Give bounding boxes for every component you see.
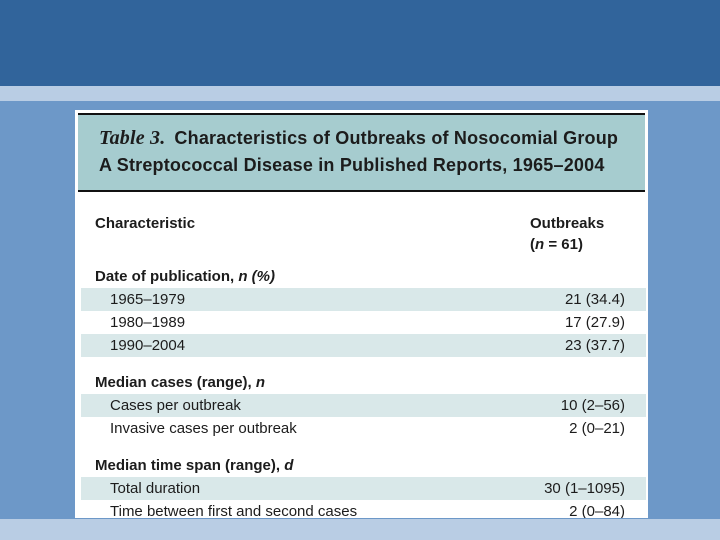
column-header-characteristic: Characteristic	[95, 215, 196, 232]
table-row: Invasive cases per outbreak 2 (0–21)	[81, 417, 646, 440]
row-label: 1980–1989	[110, 314, 186, 331]
row-label: Total duration	[110, 480, 201, 497]
table-title-line2: A Streptococcal Disease in Published Rep…	[99, 155, 605, 175]
section-header: Median time span (range), d	[95, 457, 294, 474]
row-label: Time between first and second cases	[110, 503, 358, 518]
table-number-label: Table 3.	[99, 127, 166, 149]
slide-top-band	[0, 0, 720, 86]
table-row: Time between first and second cases 2 (0…	[81, 500, 646, 518]
column-header-outbreaks: Outbreaks (n = 61)	[530, 213, 625, 255]
n-symbol: n	[535, 236, 545, 253]
row-value: 23 (37.7)	[564, 337, 625, 354]
slide-accent-band-top	[0, 86, 720, 101]
row-value: 30 (1–1095)	[544, 480, 625, 497]
table-header-row: Characteristic Outbreaks (n = 61)	[95, 213, 625, 255]
outbreaks-header-line1: Outbreaks	[530, 215, 605, 232]
row-label: Cases per outbreak	[110, 397, 241, 414]
table-panel: Table 3. Characteristics of Outbreaks of …	[75, 110, 648, 518]
row-value: 10 (2–56)	[560, 397, 625, 414]
row-label: Invasive cases per outbreak	[110, 420, 297, 437]
table-title-line1: Characteristics of Outbreaks of Nosocomi…	[174, 128, 619, 148]
table-row: 1990–2004 23 (37.7)	[81, 334, 646, 357]
row-label: 1990–2004	[110, 337, 186, 354]
slide-body: Table 3. Characteristics of Outbreaks of …	[0, 101, 720, 519]
table-row: 1965–1979 21 (34.4)	[81, 288, 646, 311]
table-row: 1980–1989 17 (27.9)	[81, 311, 646, 334]
table-row: Cases per outbreak 10 (2–56)	[81, 394, 646, 417]
row-label: 1965–1979	[110, 291, 186, 308]
row-value: 21 (34.4)	[564, 291, 625, 308]
row-value: 2 (0–21)	[569, 420, 625, 437]
table-title-box: Table 3. Characteristics of Outbreaks of …	[78, 113, 645, 192]
section-header: Date of publication, n (%)	[95, 268, 276, 285]
section-median-time-span: Median time span (range), d Total durati…	[75, 454, 648, 518]
section-median-cases: Median cases (range), n Cases per outbre…	[75, 371, 648, 440]
section-date-of-publication: Date of publication, n (%) 1965–1979 21 …	[75, 265, 648, 357]
slide-accent-band-bottom	[0, 519, 720, 540]
row-value: 17 (27.9)	[564, 314, 625, 331]
row-value: 2 (0–84)	[569, 503, 625, 518]
outbreaks-header-line2: (n = 61)	[530, 236, 583, 253]
table-row: Total duration 30 (1–1095)	[81, 477, 646, 500]
section-header: Median cases (range), n	[95, 374, 266, 391]
